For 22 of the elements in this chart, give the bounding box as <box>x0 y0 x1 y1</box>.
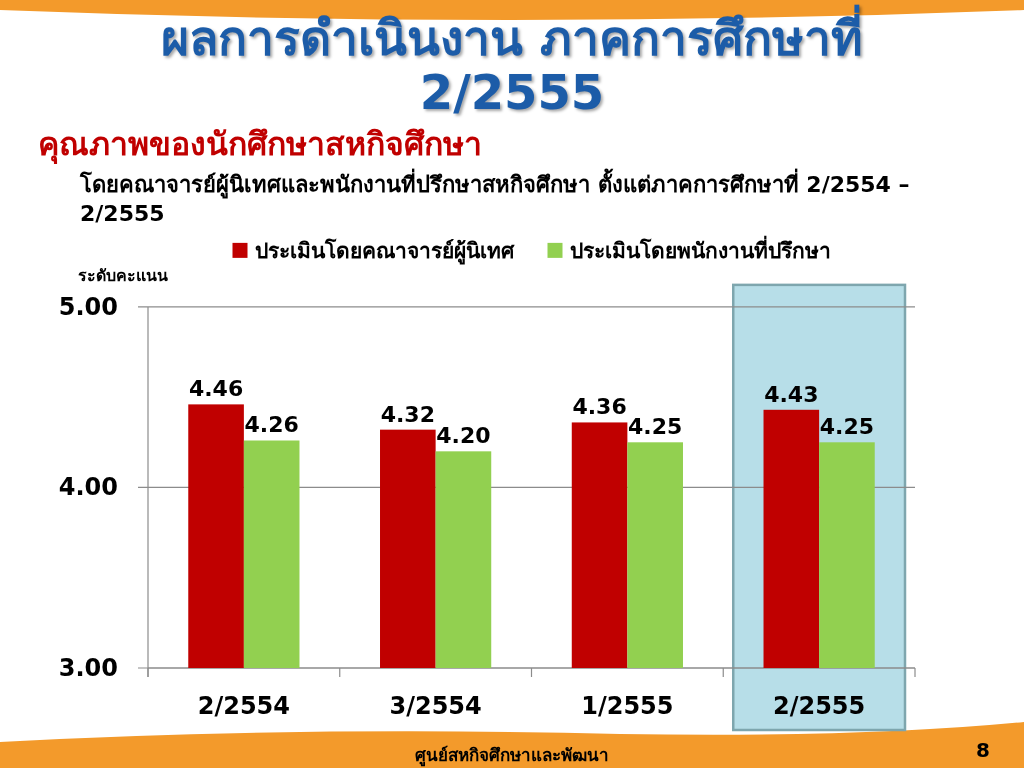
y-tick-label: 5.00 <box>58 292 118 321</box>
x-tick-label: 2/2554 <box>197 692 291 720</box>
data-label: 4.32 <box>380 401 435 427</box>
text: ศูนย์สหกิจศึกษาและพัฒนา <box>415 745 609 765</box>
data-label: 4.26 <box>244 412 299 438</box>
y-tick-label: 3.00 <box>58 654 118 682</box>
y-tick-label: 4.00 <box>58 473 118 502</box>
data-label: 4.36 <box>572 394 627 420</box>
chart-subtitle: คุณภาพของนักศึกษาสหกิจศึกษา <box>37 123 483 164</box>
data-label: 4.46 <box>188 376 244 402</box>
data-label: 4.25 <box>628 414 683 440</box>
data-label: 4.20 <box>436 423 491 449</box>
text: โดยคณาจารย์ผู้นิเทศและพนักงานที่ปรึกษาสหกิจศึกษา ตั้งแต่ภาคการศึกษาที่ 2/2554 – 2/2555 <box>79 169 911 229</box>
text: 8 <box>975 738 990 762</box>
legend-label: ประเมินโดยพนักงานที่ปรึกษา <box>569 234 831 263</box>
data-label: 4.25 <box>819 414 875 440</box>
y-axis-title: ระดับคะแนน <box>78 265 168 285</box>
x-tick-label: 2/2555 <box>772 692 866 720</box>
legend-label: ประเมินโดยคณาจารย์ผู้นิเทศ <box>254 237 515 265</box>
x-tick-label: 3/2554 <box>389 692 482 720</box>
x-tick-label: 1/2555 <box>581 692 674 720</box>
data-label: 4.43 <box>764 381 819 407</box>
